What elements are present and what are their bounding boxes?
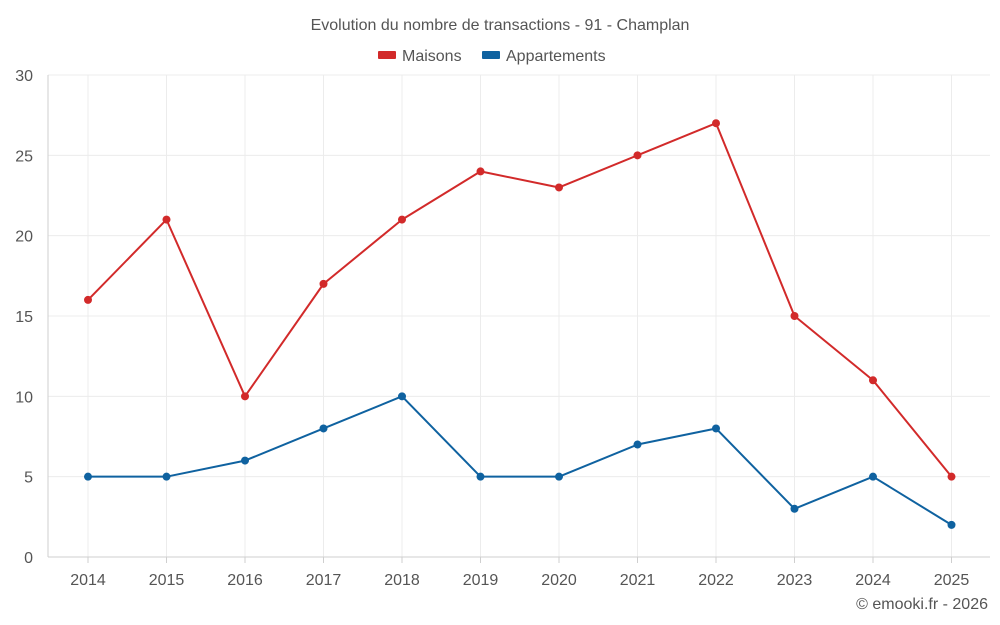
data-point-appartements-2015 [162,472,171,481]
y-tick-label-15: 15 [15,309,33,326]
y-tick-label-5: 5 [24,470,33,487]
data-point-appartements-2014 [84,472,92,481]
y-tick-label-20: 20 [15,229,33,246]
x-tick-label-2016: 2016 [227,572,263,589]
data-point-maisons-2020 [555,183,563,192]
data-point-maisons-2019 [476,167,485,176]
x-tick-label-2021: 2021 [620,572,656,589]
x-tick-label-2024: 2024 [855,572,891,589]
data-point-maisons-2016 [241,392,249,401]
series-line-appartements [87,395,953,526]
x-tick-label-2020: 2020 [541,572,577,589]
chart-legend: Maisons Appartements [378,48,606,65]
data-point-maisons-2015 [162,215,171,224]
data-point-appartements-2022 [712,424,720,433]
data-point-maisons-2014 [84,295,92,304]
x-tick-label-2019: 2019 [463,572,499,589]
data-point-maisons-2022 [712,119,720,128]
y-tick-label-25: 25 [15,148,33,165]
data-point-maisons-2018 [398,215,406,224]
data-point-appartements-2025 [947,520,956,529]
series-line-maisons [87,122,953,478]
data-point-appartements-2018 [398,392,406,401]
legend-label-maisons: Maisons [402,48,462,65]
data-point-appartements-2016 [241,456,249,465]
y-tick-label-30: 30 [15,68,33,85]
x-tick-label-2017: 2017 [306,572,342,589]
data-point-maisons-2017 [319,279,328,288]
y-tick-label-10: 10 [15,389,33,406]
data-point-appartements-2023 [790,504,799,513]
data-point-appartements-2020 [555,472,563,481]
x-tick-label-2022: 2022 [698,572,734,589]
x-tick-label-2014: 2014 [70,572,106,589]
data-point-maisons-2021 [633,151,642,160]
legend-label-appartements: Appartements [506,48,606,65]
x-tick-label-2025: 2025 [934,572,970,589]
data-point-maisons-2024 [869,376,877,385]
data-point-maisons-2025 [947,472,956,481]
x-tick-label-2015: 2015 [149,572,185,589]
data-point-appartements-2017 [319,424,328,433]
data-point-appartements-2021 [633,440,642,449]
legend-swatch-appartements [482,51,500,59]
data-point-appartements-2019 [476,472,485,481]
credit-text: © emooki.fr - 2026 [856,596,988,613]
data-point-appartements-2024 [869,472,877,481]
x-tick-label-2018: 2018 [384,572,420,589]
y-tick-label-0: 0 [24,550,33,567]
data-point-maisons-2023 [790,312,799,320]
legend-swatch-maisons [378,51,396,59]
x-tick-label-2023: 2023 [777,572,813,589]
chart-title: Evolution du nombre de transactions - 91… [311,17,690,34]
